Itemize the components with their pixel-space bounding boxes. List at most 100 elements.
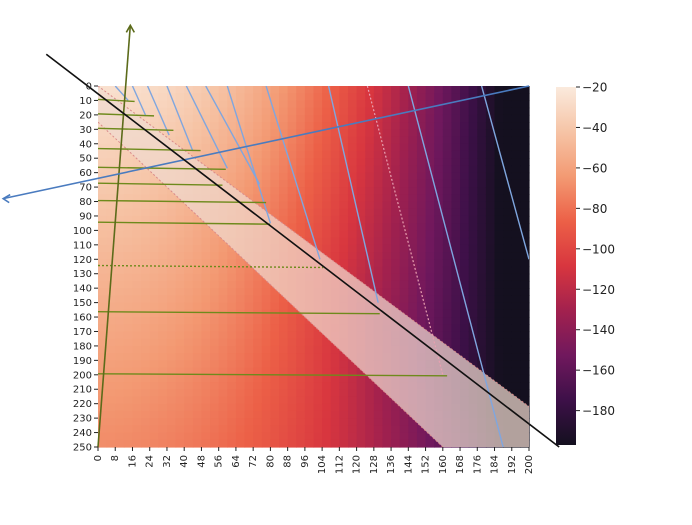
heatmap-cell	[184, 425, 194, 434]
heatmap-cell	[141, 93, 151, 102]
heatmap-cell	[106, 172, 116, 181]
heatmap-cell	[451, 93, 461, 102]
heatmap-cell	[416, 432, 427, 441]
heatmap-cell	[192, 122, 203, 130]
heatmap-cell	[365, 187, 375, 195]
heatmap-cell	[227, 259, 237, 268]
heatmap-cell	[520, 100, 530, 109]
y-tick-label: 20	[79, 110, 92, 121]
heatmap-cell	[115, 410, 125, 419]
heatmap-cell	[279, 150, 289, 159]
heatmap-cell	[192, 288, 203, 296]
heatmap-cell	[235, 158, 246, 167]
heatmap-cell	[253, 331, 263, 340]
heatmap-cell	[468, 295, 478, 304]
heatmap-cell	[425, 259, 435, 268]
heatmap-cell	[218, 129, 228, 138]
heatmap-cell	[520, 324, 530, 333]
heatmap-cell	[296, 410, 306, 419]
heatmap-cell	[322, 172, 332, 181]
heatmap-cell	[192, 259, 203, 268]
heatmap-cell	[442, 280, 453, 289]
heatmap-cell	[296, 179, 306, 188]
x-tick-label: 32	[162, 455, 173, 468]
heatmap-cell	[356, 230, 366, 239]
heatmap-cell	[192, 273, 203, 282]
heatmap-cell	[304, 172, 315, 181]
heatmap-cell	[158, 345, 168, 354]
heatmap-cell	[98, 223, 108, 231]
heatmap-cell	[494, 230, 504, 239]
heatmap-cell	[244, 367, 254, 376]
heatmap-cell	[279, 93, 289, 102]
heatmap-cell	[132, 410, 142, 419]
heatmap-cell	[339, 143, 349, 152]
heatmap-cell	[373, 122, 384, 130]
heatmap-cell	[468, 223, 478, 231]
heatmap-cell	[416, 136, 427, 145]
heatmap-cell	[227, 367, 237, 376]
heatmap-cell	[347, 396, 358, 405]
heatmap-cell	[520, 259, 530, 268]
heatmap-cell	[313, 136, 323, 145]
heatmap-cell	[313, 439, 323, 448]
heatmap-cell	[365, 143, 375, 152]
heatmap-cell	[373, 129, 384, 138]
heatmap-cell	[460, 317, 470, 325]
heatmap-cell	[382, 187, 392, 195]
heatmap-cell	[184, 223, 194, 231]
slanted-line	[407, 86, 504, 447]
heatmap-cell	[520, 382, 530, 390]
heatmap-cell	[253, 432, 263, 441]
y-tick-label: 210	[73, 385, 92, 396]
heatmap-cell	[296, 93, 306, 102]
heatmap-cell	[460, 136, 470, 145]
heatmap-cell	[218, 273, 228, 282]
heatmap-cell	[261, 410, 271, 419]
heatmap-cell	[442, 288, 453, 296]
heatmap-cell	[253, 150, 263, 159]
heatmap-cell	[261, 389, 271, 398]
heatmap-cell	[270, 396, 280, 405]
heatmap-cell	[201, 374, 211, 383]
heatmap-cell	[149, 353, 159, 361]
heatmap-cell	[365, 107, 375, 116]
heatmap-cell	[218, 360, 228, 369]
heatmap-cell	[184, 100, 194, 109]
heatmap-cell	[175, 201, 185, 210]
y-tick-label: 50	[79, 154, 92, 165]
heatmap-cell	[270, 179, 280, 188]
heatmap-cell	[408, 309, 418, 318]
heatmap-cell	[408, 187, 418, 195]
heatmap-cell	[296, 143, 306, 152]
heatmap-cell	[175, 93, 185, 102]
heatmap-cell	[166, 374, 177, 383]
x-axis: 0 8 16 24 32 40 48 56 64 72 80 88 96 104 112 120 128 136 1…	[93, 447, 535, 474]
heatmap-cell	[192, 403, 203, 412]
heatmap-cell	[235, 107, 246, 116]
heatmap-cell	[244, 353, 254, 361]
heatmap-cell	[149, 324, 159, 333]
heatmap-cell	[520, 86, 530, 94]
heatmap-cell	[158, 403, 168, 412]
heatmap-cell	[434, 114, 444, 123]
heatmap-cell	[485, 302, 496, 311]
heatmap-cell	[322, 100, 332, 109]
heatmap-cell	[460, 324, 470, 333]
heatmap-cell	[227, 158, 237, 167]
colorbar-tick-label: −80	[582, 202, 607, 216]
heatmap-cell	[520, 136, 530, 145]
heatmap-cell	[132, 324, 142, 333]
heatmap-cell	[175, 129, 185, 138]
heatmap-cell	[184, 266, 194, 275]
heatmap-cell	[201, 266, 211, 275]
heatmap-cell	[279, 86, 289, 94]
heatmap-cell	[391, 302, 401, 311]
heatmap-cell	[115, 266, 125, 275]
heatmap-cell	[468, 179, 478, 188]
heatmap-cell	[227, 374, 237, 383]
heatmap-cell	[520, 338, 530, 347]
heatmap-cell	[253, 172, 263, 181]
heatmap-cell	[511, 288, 521, 296]
heatmap-cell	[201, 288, 211, 296]
